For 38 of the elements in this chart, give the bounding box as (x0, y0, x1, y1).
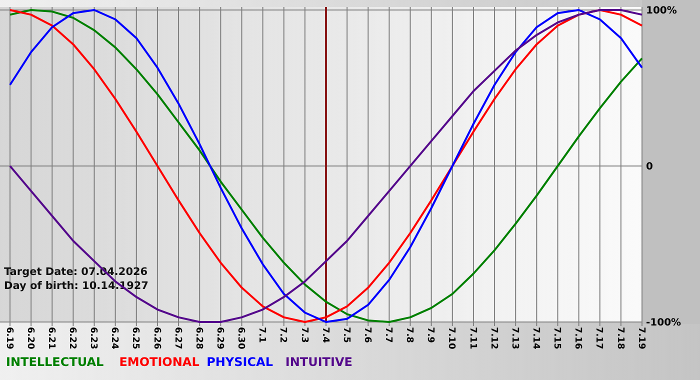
x-tick-label: 7.9 (425, 327, 436, 343)
x-tick-label: 7.18 (614, 327, 625, 350)
x-tick-label: 6.27 (172, 327, 182, 350)
x-tick-label: 6.30 (236, 327, 246, 350)
x-tick-label: 7.7 (383, 327, 394, 343)
x-tick-label: 7.17 (594, 327, 604, 350)
x-tick-label: 6.29 (214, 327, 225, 350)
x-tick-label: 7.12 (488, 327, 498, 350)
y-tick-label: 100% (646, 6, 677, 16)
x-tick-label: 6.20 (24, 327, 35, 350)
x-tick-label: 7.16 (572, 327, 583, 350)
y-tick-label: -100% (646, 318, 682, 328)
x-tick-label: 6.24 (109, 327, 120, 350)
text: EMOTIONAL (119, 355, 200, 369)
x-tick-label: 6.26 (151, 327, 162, 350)
x-tick-label: 7.13 (509, 327, 520, 350)
y-tick-label: 0 (646, 162, 653, 172)
x-tick-label: 7.8 (404, 327, 414, 343)
x-tick-label: 7.2 (278, 327, 288, 343)
x-tick-label: 7.11 (467, 327, 478, 350)
x-tick-label: 7.15 (552, 327, 562, 350)
x-tick-label: 6.21 (46, 327, 56, 350)
x-tick-label: 7.10 (446, 327, 456, 350)
text: INTUITIVE (285, 355, 352, 369)
x-tick-label: 7.14 (530, 327, 541, 350)
x-tick-label: 7.19 (636, 327, 646, 350)
x-tick-label: 7.4 (320, 327, 330, 343)
text: PHYSICAL (206, 355, 274, 369)
x-tick-label: 6.22 (67, 327, 78, 350)
x-tick-label: 6.19 (4, 327, 14, 350)
x-tick-label: 7.1 (256, 327, 267, 343)
x-tick-label: 6.28 (193, 327, 204, 350)
x-tick-label: 6.23 (88, 327, 98, 350)
text: INTELLECTUAL (6, 355, 104, 369)
x-tick-label: 7.6 (362, 327, 372, 343)
x-tick-label: 6.25 (130, 327, 140, 350)
x-tick-label: 7.5 (340, 327, 351, 343)
x-tick-label: 7.3 (298, 327, 309, 343)
